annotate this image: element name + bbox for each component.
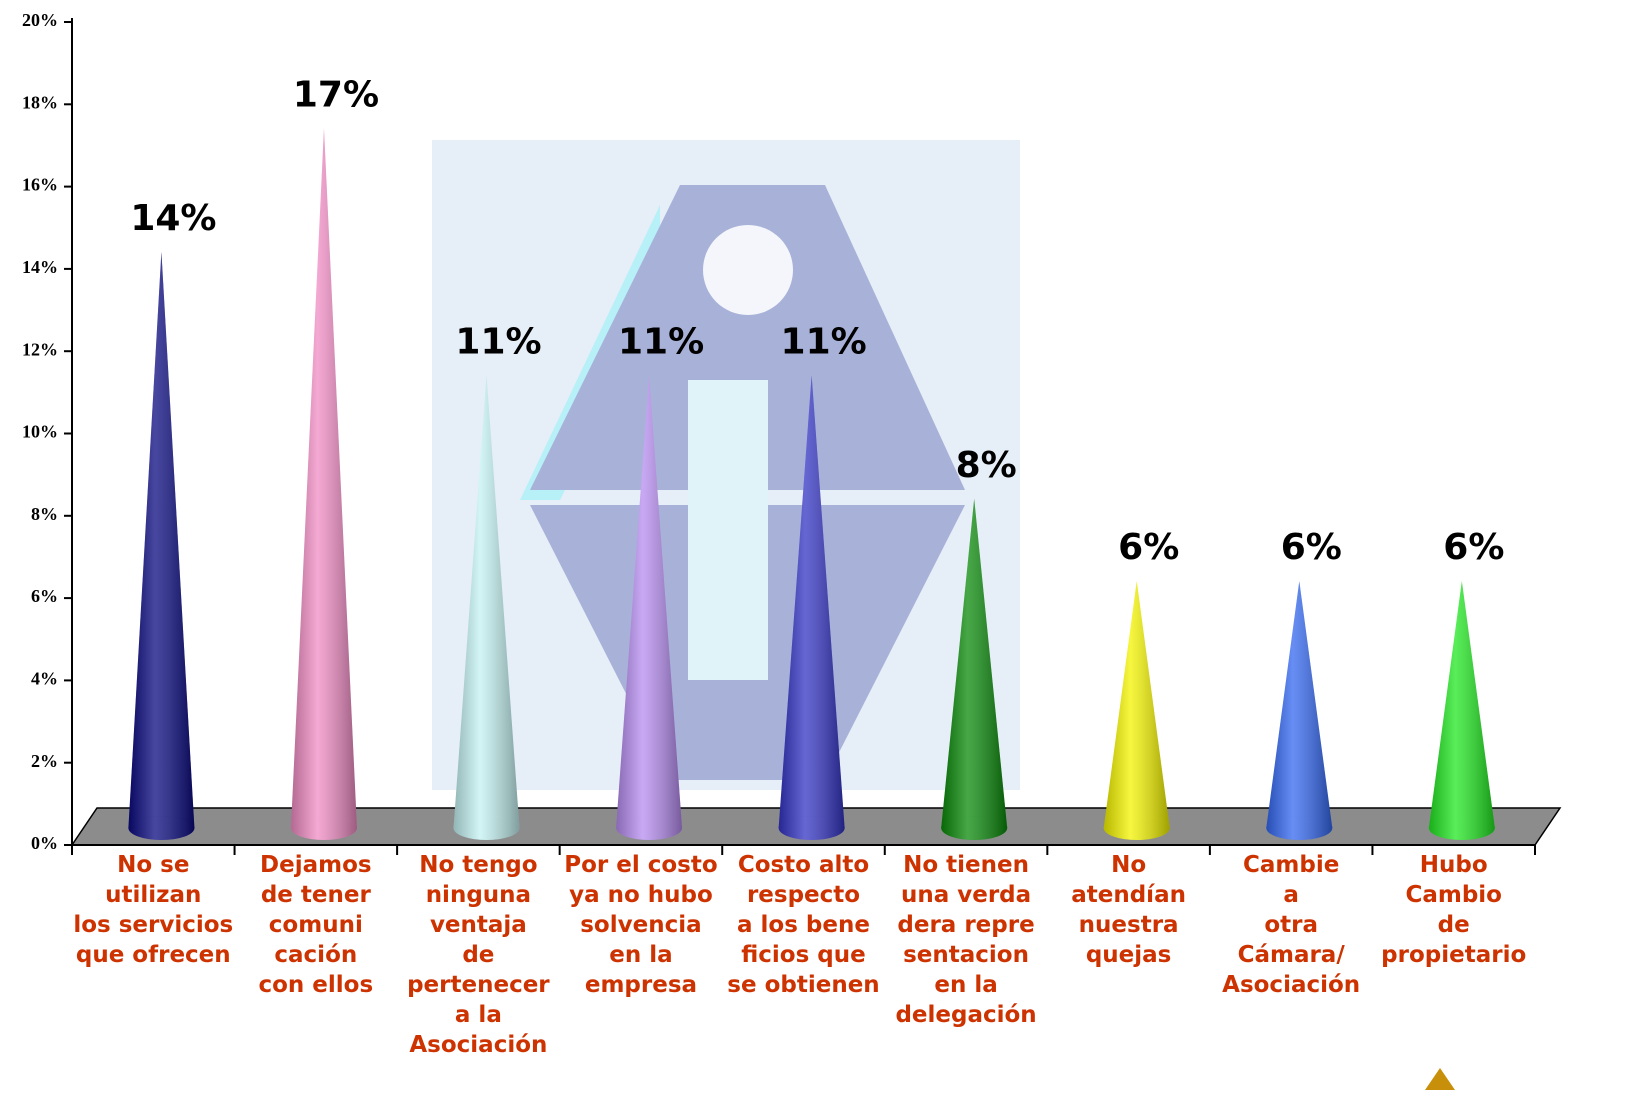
x-tick-label: a [1283,882,1299,908]
x-tick-label: Asociación [409,1032,547,1058]
y-tick-label: 18% [22,92,58,112]
x-tick-label: Dejamos [260,852,372,878]
cone-shade [778,375,845,828]
cone-base-shade [290,816,357,840]
x-tick-label: pertenecer [407,972,550,998]
x-tick-label: de tener [261,882,372,908]
value-label: 11% [455,321,541,362]
x-tick-label: Cambie [1243,852,1339,878]
x-tick-label: dera repre [897,912,1034,938]
value-label: 8% [956,445,1017,486]
x-tick-label: nuestra [1079,912,1179,938]
x-tick-label: otra [1264,912,1318,938]
y-tick-label: 0% [31,833,58,853]
y-tick-label: 4% [31,669,58,689]
x-tick-label: Cambio [1405,882,1502,908]
cone-base-shade [453,816,520,840]
x-tick-label: ficios que [741,942,866,968]
y-tick-label: 10% [22,422,58,442]
cone-shade [128,251,195,828]
cone-base-shade [1266,816,1333,840]
value-label: 6% [1281,527,1342,568]
x-tick-label: de [462,942,494,968]
cone-shade [941,498,1008,828]
x-tick-label: respecto [747,882,860,908]
x-tick-label: de [1438,912,1470,938]
x-tick-label: ya no hubo [569,882,713,908]
cone-shade [616,375,683,828]
value-label: 14% [130,198,216,239]
x-tick-label: No [1111,852,1146,878]
cone-base-shade [941,816,1008,840]
x-tick-label: Por el costo [564,852,717,878]
logo-top [530,185,965,490]
cone-base-shade [778,816,845,840]
value-label: 6% [1118,527,1179,568]
x-tick-label: solvencia [580,912,701,938]
background-logo [432,140,1020,790]
y-tick-label: 2% [31,751,58,771]
x-tick-label: en la [934,972,997,998]
x-tick-label: delegación [895,1002,1036,1028]
x-tick-label: cación [274,942,357,968]
value-label: 17% [293,74,379,115]
logo-window [688,380,768,680]
x-tick-label: en la [609,942,672,968]
x-tick-label: atendían [1071,882,1186,908]
x-tick-label: comuni [269,912,363,938]
cone-shade [1266,581,1333,828]
y-tick-label: 14% [22,257,58,277]
x-tick-label: propietario [1381,942,1526,968]
cone-shade [453,375,520,828]
x-tick-label: a la [455,1002,502,1028]
x-tick-label: utilizan [105,882,201,908]
x-tick-label: a los bene [737,912,870,938]
x-tick-label: se obtienen [727,972,879,998]
cone-shade [1103,581,1170,828]
x-tick-label: Costo alto [738,852,869,878]
x-tick-label: ninguna [426,882,531,908]
value-label: 11% [618,321,704,362]
x-tick-label: una verda [901,882,1031,908]
x-tick-label: No se [117,852,189,878]
cone-base-shade [128,816,195,840]
x-tick-label: quejas [1086,942,1172,968]
x-tick-label: No tengo [419,852,537,878]
y-tick-label: 6% [31,586,58,606]
y-tick-label: 12% [22,339,58,359]
nav-arrow [1425,1068,1455,1090]
x-tick-label: los servicios [73,912,233,938]
value-label: 6% [1443,527,1504,568]
x-tick-label: sentacion [903,942,1029,968]
x-tick-label: ventaja [430,912,527,938]
x-tick-label: que ofrecen [76,942,231,968]
logo-gear [703,225,793,315]
cone-base-shade [616,816,683,840]
y-tick-label: 8% [31,504,58,524]
cone-base-shade [1103,816,1170,840]
value-label: 11% [781,321,867,362]
x-tick-label: con ellos [258,972,373,998]
x-tick-label: No tienen [903,852,1029,878]
x-tick-label: Cámara/ [1238,942,1346,968]
x-tick-label: empresa [585,972,697,998]
y-tick-label: 16% [22,175,58,195]
logo-accent [520,205,660,500]
x-tick-label: Hubo [1420,852,1488,878]
y-tick-label: 20% [22,10,58,30]
x-tick-label: Asociación [1222,972,1360,998]
cone-shade [290,128,357,828]
cone-base-shade [1428,816,1495,840]
cone-shade [1428,581,1495,828]
